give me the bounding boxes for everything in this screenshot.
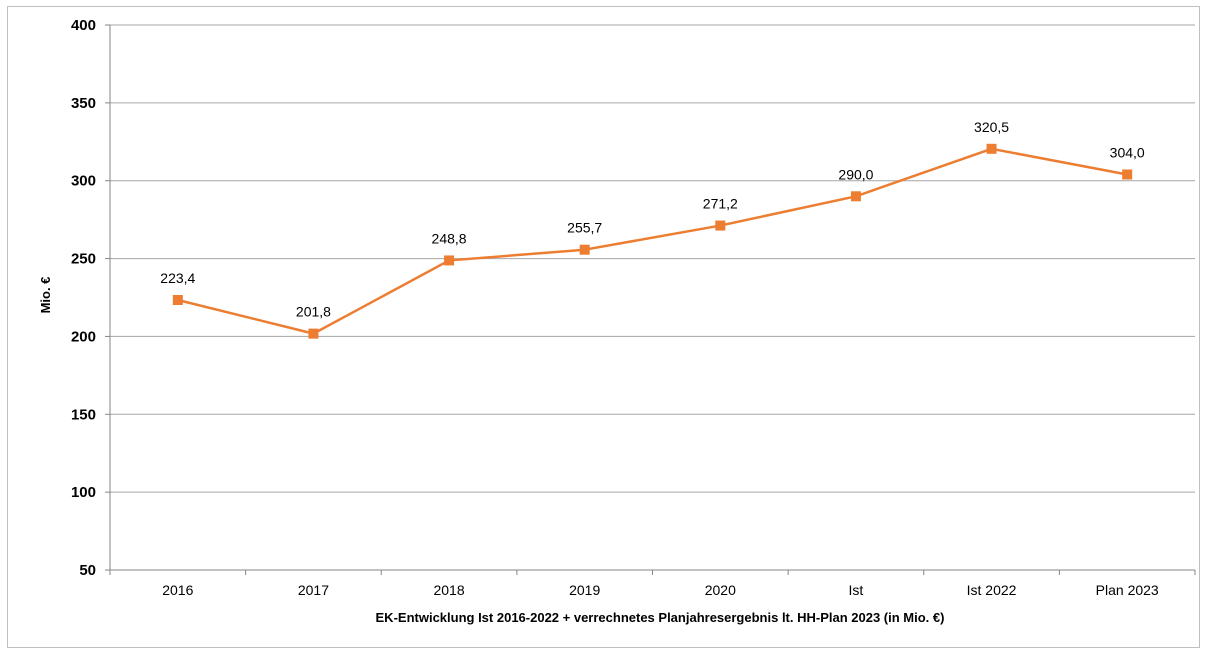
x-tick-label-6: Ist 2022 [967,582,1017,598]
series [172,143,1133,339]
y-tick-label-150: 150 [71,406,96,423]
y-tick-label-300: 300 [71,173,96,190]
y-tick-labels: 50 100 150 200 250 300 350 400 [71,17,96,579]
data-label-2: 248,8 [432,230,467,246]
data-label-1: 201,8 [296,304,331,320]
x-tick-label-5: Ist [849,582,864,598]
data-point-1 [308,328,319,339]
grid-lines [110,24,1195,493]
data-point-0 [172,294,183,305]
chart-frame [7,6,1200,648]
series-line-0 [177,147,1128,335]
x-tick-label-0: 2016 [162,582,193,598]
y-tick-label-400: 400 [71,17,96,34]
y-tick-label-200: 200 [71,328,96,345]
x-tick-label-7: Plan 2023 [1096,582,1159,598]
y-tick-label-350: 350 [71,95,96,112]
x-tick-label-3: 2019 [569,582,600,598]
data-point-4 [715,220,726,231]
y-tick-label-50: 50 [79,562,96,579]
x-tick-label-2: 2018 [433,582,464,598]
data-label-3: 255,7 [567,220,602,236]
axes [105,24,1196,575]
x-tick-label-4: 2020 [705,582,736,598]
x-axis-title: EK-Entwicklung Ist 2016-2022 + verrechne… [376,610,945,625]
data-point-2 [444,255,455,266]
data-point-5 [850,191,861,202]
data-label-0: 223,4 [160,270,195,286]
y-tick-label-250: 250 [71,251,96,268]
data-label-5: 290,0 [838,166,873,182]
data-label-6: 320,5 [974,119,1009,135]
data-labels: 223,4 201,8 248,8 255,7 271,2 290,0 320,5 304,0 [160,119,1145,320]
data-point-3 [579,244,590,255]
x-tick-labels: 2016 2017 2018 2019 2020 Ist Ist 2022 Plan 2023 [162,582,1159,598]
data-point-6 [986,143,997,154]
data-point-7 [1122,169,1133,180]
y-axis-title: Mio. € [38,277,53,314]
x-tick-label-1: 2017 [298,582,329,598]
data-label-7: 304,0 [1110,144,1145,160]
data-label-4: 271,2 [703,196,738,212]
y-tick-label-100: 100 [71,484,96,501]
